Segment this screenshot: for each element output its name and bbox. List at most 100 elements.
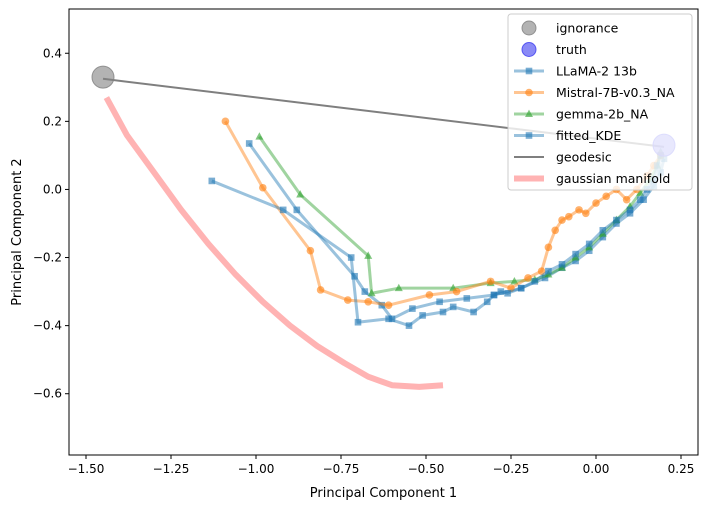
mistral-7b-v0-3-na-point <box>537 267 546 275</box>
legend-entry-gemma-2b-na: gemma-2b_NA <box>514 107 649 122</box>
legend-entry-gaussian-manifold: gaussian manifold <box>514 171 670 186</box>
legend: ignorance truth LLaMA-2 13b Mistral-7B-v0.3… <box>507 13 693 191</box>
legend-entry-mistral-7b-v0-3-na: Mistral-7B-v0.3_NA <box>514 85 675 100</box>
mistral-7b-v0-3-na-point <box>622 195 631 204</box>
fitted-kde-point <box>626 209 634 217</box>
fitted-kde-point <box>463 295 471 302</box>
x-tick-label: −1.25 <box>153 462 190 476</box>
y-axis-label: Principal Component 2 <box>10 158 25 305</box>
llama-2-13b-point <box>439 308 447 316</box>
gemma-2b-na-point <box>394 283 403 292</box>
fitted-kde-point <box>388 315 396 323</box>
ignorance-point <box>91 65 115 89</box>
llama-2-13b-point <box>483 298 491 306</box>
y-tick-label: −0.6 <box>33 387 62 401</box>
llama-2-13b-point <box>470 308 477 316</box>
llama-2-13b-point <box>545 267 552 275</box>
fitted-kde-point <box>293 206 301 214</box>
legend-marker <box>525 109 533 117</box>
llama-2-13b-point <box>490 291 498 299</box>
legend-label: gemma-2b_NA <box>556 107 649 122</box>
legend-marker <box>525 132 533 139</box>
legend-label: Mistral-7B-v0.3_NA <box>556 85 675 100</box>
fitted-kde-point <box>436 298 443 306</box>
legend-box <box>507 13 693 191</box>
llama-2-13b-point <box>599 226 607 234</box>
legend-label: geodesic <box>556 150 612 165</box>
mistral-7b-v0-3-na-point <box>551 226 559 235</box>
mistral-7b-v0-3-na-point <box>524 274 532 282</box>
llama-2-13b-point <box>613 216 620 224</box>
gemma-2b-na-point <box>296 190 305 198</box>
x-tick-label: −0.25 <box>493 462 530 476</box>
gemma-2b-na-point <box>367 288 376 297</box>
gaussian-manifold-line <box>103 96 444 390</box>
x-tick-label: −1.00 <box>238 462 275 476</box>
y-tick-label: 0.4 <box>43 46 62 60</box>
mistral-7b-v0-3-na-point <box>602 192 610 201</box>
mistral-7b-v0-3-na-point <box>582 209 590 218</box>
llama-2-13b-point <box>531 278 539 285</box>
mistral-7b-v0-3-na-point <box>364 297 373 306</box>
mistral-7b-v0-3-na-point <box>565 212 573 221</box>
legend-entry-llama-2-13b: LLaMA-2 13b <box>514 64 637 79</box>
fitted-kde-point <box>640 196 647 203</box>
llama-2-13b-point <box>405 322 413 329</box>
fitted-kde-point <box>599 233 607 241</box>
mistral-7b-v0-3-na-point <box>575 206 583 214</box>
fitted-kde-point <box>409 305 416 312</box>
legend-label: fitted_KDE <box>556 128 621 143</box>
llama-2-13b-point <box>497 288 505 295</box>
llama-2-13b-point <box>626 206 634 214</box>
fitted-kde-point <box>613 220 620 227</box>
legend-entry-fitted-kde: fitted_KDE <box>514 128 621 143</box>
legend-label: truth <box>556 42 587 57</box>
axes: −1.50 −1.25 −1.00 −0.75 −0.50 −0.25 0.00 0.25 −0… <box>10 8 699 501</box>
y-tick-label: −0.2 <box>33 251 62 265</box>
fitted-kde-point <box>541 274 549 282</box>
mistral-7b-v0-3-na-point <box>452 287 461 296</box>
legend-marker <box>525 67 533 75</box>
x-axis-label: Principal Component 1 <box>310 486 457 501</box>
mistral-7b-v0-3-na-point <box>344 296 352 304</box>
legend-swatch <box>521 42 537 57</box>
x-tick-label: 0.00 <box>583 462 610 476</box>
legend-entry-ignorance: ignorance <box>521 20 619 36</box>
mistral-7b-v0-3-na-point <box>544 243 553 252</box>
gemma-2b-na-point <box>510 276 519 285</box>
series-gaussian-manifold <box>103 96 444 390</box>
legend-marker <box>525 88 533 97</box>
x-tick-label: −0.50 <box>408 462 445 476</box>
llama-2-13b-point <box>504 289 511 297</box>
axes-frame <box>68 8 699 456</box>
y-tick-label: 0.0 <box>43 182 62 196</box>
y-tick-label: 0.2 <box>43 114 62 128</box>
fitted-kde-point <box>245 140 253 147</box>
fitted-kde-point <box>361 288 369 295</box>
llama-2-13b-point <box>208 177 216 185</box>
fitted-kde-point <box>585 247 593 255</box>
llama-2-13b-point <box>558 261 566 268</box>
mistral-7b-v0-3-na-point <box>384 301 393 309</box>
x-tick-label: −0.75 <box>323 462 360 476</box>
llama-2-13b-point <box>585 240 593 248</box>
legend-entry-truth: truth <box>521 42 587 57</box>
gemma-2b-na-point <box>255 132 264 140</box>
llama-2-13b-point <box>419 312 426 319</box>
llama-2-13b-point <box>517 284 525 292</box>
llama-2-13b-point <box>636 196 644 203</box>
fitted-kde-point <box>351 272 358 280</box>
mistral-7b-v0-3-na-point <box>259 183 267 192</box>
legend-entry-geodesic: geodesic <box>514 150 612 165</box>
mistral-7b-v0-3-na-point <box>425 291 434 299</box>
fitted-kde-point <box>378 301 386 309</box>
mistral-7b-v0-3-na-point <box>486 277 495 286</box>
mistral-7b-v0-3-na-point <box>558 216 566 224</box>
llama-2-13b-point <box>354 318 362 326</box>
fitted-kde-point <box>572 257 579 265</box>
llama-2-13b-point <box>449 303 457 311</box>
x-tick-label: 0.25 <box>668 462 695 476</box>
mistral-7b-v0-3-na-point <box>306 246 315 255</box>
